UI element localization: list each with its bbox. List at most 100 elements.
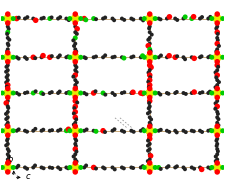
Circle shape: [48, 91, 52, 95]
Circle shape: [216, 32, 220, 36]
Circle shape: [122, 130, 126, 134]
Circle shape: [78, 16, 83, 21]
Circle shape: [4, 65, 8, 69]
Circle shape: [142, 165, 147, 170]
Circle shape: [23, 91, 27, 95]
Circle shape: [72, 59, 78, 64]
Circle shape: [166, 164, 171, 168]
Circle shape: [17, 127, 21, 131]
Circle shape: [33, 163, 37, 167]
Circle shape: [0, 16, 5, 21]
Circle shape: [94, 129, 99, 134]
Circle shape: [74, 144, 78, 148]
Circle shape: [73, 142, 77, 146]
Circle shape: [147, 123, 153, 129]
Circle shape: [72, 50, 78, 56]
Circle shape: [33, 18, 38, 23]
Circle shape: [71, 14, 80, 23]
Circle shape: [6, 121, 10, 125]
Circle shape: [6, 158, 10, 162]
Circle shape: [47, 16, 52, 21]
Circle shape: [58, 15, 62, 19]
Circle shape: [214, 101, 218, 105]
Circle shape: [213, 88, 222, 98]
Circle shape: [145, 14, 154, 23]
Circle shape: [67, 90, 71, 94]
Circle shape: [206, 91, 210, 95]
Circle shape: [120, 166, 124, 170]
Circle shape: [215, 47, 219, 51]
Circle shape: [166, 92, 171, 96]
Circle shape: [147, 169, 153, 175]
Circle shape: [72, 11, 78, 17]
Circle shape: [56, 129, 60, 133]
Circle shape: [40, 166, 43, 170]
Circle shape: [82, 129, 86, 133]
Circle shape: [198, 55, 202, 59]
Circle shape: [206, 129, 210, 133]
Circle shape: [122, 166, 126, 170]
Circle shape: [122, 90, 126, 94]
Circle shape: [129, 166, 133, 170]
Circle shape: [67, 16, 72, 21]
Circle shape: [214, 72, 220, 78]
Circle shape: [73, 83, 77, 87]
Circle shape: [48, 129, 52, 133]
Circle shape: [50, 54, 54, 58]
Circle shape: [214, 155, 218, 159]
Circle shape: [73, 30, 77, 34]
Circle shape: [6, 25, 10, 29]
Circle shape: [215, 152, 219, 156]
Circle shape: [148, 105, 152, 108]
Circle shape: [91, 16, 96, 21]
Circle shape: [131, 166, 135, 170]
Circle shape: [73, 35, 78, 40]
Circle shape: [0, 91, 5, 95]
Circle shape: [183, 167, 187, 171]
Circle shape: [129, 91, 133, 95]
Circle shape: [214, 59, 220, 64]
Circle shape: [58, 53, 62, 57]
Circle shape: [175, 54, 179, 58]
Circle shape: [200, 15, 204, 19]
Circle shape: [5, 132, 11, 138]
Circle shape: [153, 91, 158, 95]
Circle shape: [6, 137, 10, 141]
Circle shape: [216, 38, 220, 42]
Circle shape: [103, 130, 107, 134]
Circle shape: [215, 121, 219, 125]
Circle shape: [220, 55, 225, 60]
Circle shape: [84, 163, 88, 167]
Circle shape: [148, 65, 154, 70]
Circle shape: [71, 75, 75, 79]
Circle shape: [215, 78, 219, 82]
Circle shape: [147, 20, 153, 26]
Circle shape: [167, 14, 172, 20]
Circle shape: [113, 167, 117, 171]
Circle shape: [215, 99, 219, 103]
Circle shape: [103, 53, 107, 57]
Circle shape: [216, 149, 220, 153]
Circle shape: [72, 109, 78, 115]
Circle shape: [110, 55, 115, 59]
Circle shape: [157, 17, 161, 21]
Circle shape: [214, 75, 218, 79]
Circle shape: [23, 17, 27, 21]
Circle shape: [147, 106, 151, 110]
Circle shape: [147, 11, 153, 17]
Circle shape: [94, 17, 98, 21]
Circle shape: [200, 130, 204, 134]
Circle shape: [110, 17, 115, 21]
Circle shape: [148, 36, 152, 40]
Circle shape: [74, 50, 78, 53]
Circle shape: [214, 123, 220, 129]
Circle shape: [214, 95, 220, 100]
Circle shape: [220, 16, 225, 21]
Circle shape: [213, 14, 222, 23]
Circle shape: [214, 49, 218, 53]
Circle shape: [23, 55, 27, 59]
Circle shape: [157, 129, 161, 133]
Circle shape: [153, 128, 158, 133]
Circle shape: [72, 86, 78, 91]
Circle shape: [209, 128, 214, 133]
